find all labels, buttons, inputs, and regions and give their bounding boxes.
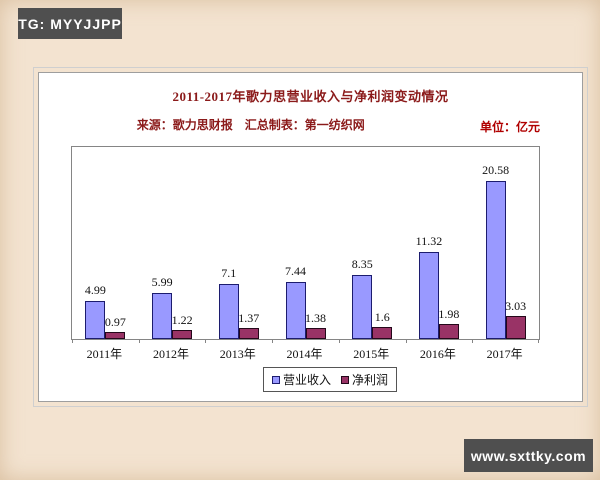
x-axis-label: 2015年 [353,347,390,361]
x-axis-label: 2012年 [153,347,190,361]
chart-title: 2011-2017年歌力思营业收入与净利润变动情况 [172,89,449,104]
profit-bar [372,326,393,339]
legend-swatch-icon [272,375,280,384]
legend: 营业收入 净利润 [263,367,398,392]
x-axis-labels: 2011年 2012年 2013年 2014年 2015年 2016年 2017年 [71,345,538,361]
revenue-bar [485,180,506,339]
revenue-bar [352,274,373,339]
x-axis-tick [205,340,207,343]
revenue-bar [418,252,439,339]
revenue-value-label: 7.1 [221,266,237,281]
x-axis-label: 2011年 [86,347,123,361]
profit-value-label: 3.03 [505,298,527,313]
profit-value-label: 0.97 [104,314,126,329]
x-axis-tick [472,340,474,343]
x-axis-tick [538,340,539,343]
x-axis-label: 2016年 [419,347,456,361]
revenue-value-label: 8.35 [351,256,373,271]
legend-label: 净利润 [352,373,389,387]
legend-label: 营业收入 [283,373,332,387]
revenue-bar [285,281,306,339]
profit-value-label: 1.38 [305,311,326,326]
revenue-value-label: 4.99 [84,282,106,297]
watermark-bottom-badge: www.sxttky.com [464,439,593,472]
profit-value-label: 1.37 [238,311,260,326]
chart-source-note: 来源：歌力思财报 汇总制表：第一纺织网 [136,118,365,132]
x-axis-label: 2014年 [286,347,323,361]
revenue-value-label: 11.32 [415,234,443,249]
revenue-bar [218,284,239,339]
legend-swatch-icon [341,375,350,384]
revenue-bar [85,300,106,339]
profit-bar [172,329,193,339]
profit-bar [105,331,126,339]
chart-card: 2011-2017年歌力思营业收入与净利润变动情况 来源：歌力思财报 汇总制表：… [33,67,588,407]
profit-value-label: 1.22 [171,312,193,327]
profit-bar [438,323,459,339]
x-axis-label: 2017年 [486,347,523,361]
x-axis-tick [272,340,274,343]
unit-label: 单位：亿元 [479,120,540,134]
revenue-value-label: 20.58 [482,162,510,177]
revenue-value-label: 5.99 [151,275,173,289]
profit-bar [238,328,259,339]
revenue-bar [152,293,173,339]
revenue-value-label: 7.44 [285,263,306,278]
x-axis-tick [405,340,407,343]
legend-item: 营业收入 [272,371,331,388]
x-axis-tick [338,340,340,343]
x-axis-tick [138,340,140,343]
plot-area: 4.99 0.97 5.99 1.22 7.1 1.37 7.44 1.38 8.35 1.6 11… [71,146,540,343]
profit-value-label: 1.98 [438,306,460,321]
x-axis-tick [72,340,73,343]
watermark-top-badge: TG: MYYJJPP [18,8,122,39]
profit-value-label: 1.6 [374,309,390,324]
profit-bar [305,328,326,339]
legend-item: 净利润 [341,371,388,388]
profit-bar [505,315,526,339]
x-axis-label: 2013年 [219,347,256,361]
